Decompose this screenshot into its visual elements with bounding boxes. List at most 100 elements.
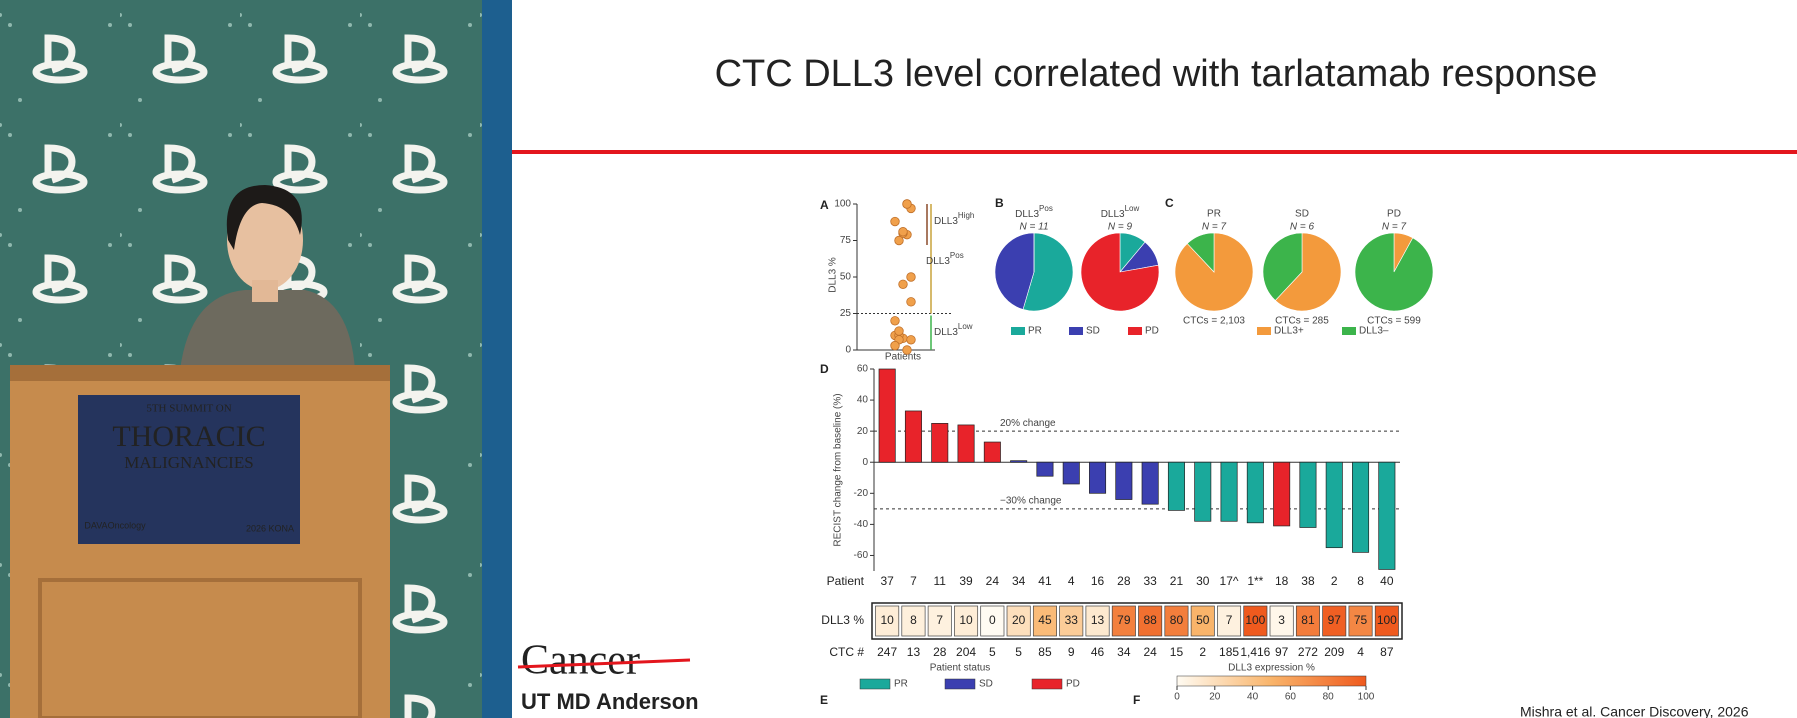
legend-label: PR <box>1028 326 1042 337</box>
patient-label: 28 <box>1117 574 1131 588</box>
colorbar-tick-label: 20 <box>1209 692 1221 703</box>
patient-label: 21 <box>1170 574 1184 588</box>
dll3-cell <box>875 605 900 637</box>
bar <box>904 410 922 463</box>
citation: Mishra et al. Cancer Discovery, 2026 <box>1520 704 1749 718</box>
dll3-cell <box>1243 605 1268 637</box>
bar <box>1325 461 1343 549</box>
pie-slice <box>1022 232 1074 312</box>
pie-slice <box>1354 232 1434 312</box>
label-main: DLL3 <box>926 256 950 267</box>
dll3-cell <box>1190 605 1215 637</box>
pie-subtitle: N = 9 <box>1108 222 1133 233</box>
y-tick-label: 75 <box>840 235 852 246</box>
ctc-value: 1,416 <box>1240 645 1270 659</box>
pie-slice <box>1274 232 1342 312</box>
y-tick-label: 25 <box>840 308 852 319</box>
ctc-value: 2 <box>1199 645 1206 659</box>
dll3-cell <box>1295 605 1320 637</box>
pie-title: PD <box>1387 209 1401 220</box>
label: DLL3Low <box>1101 204 1140 220</box>
pie-subtitle: N = 7 <box>1202 222 1227 233</box>
dll3-cell <box>1085 605 1110 637</box>
point <box>890 316 900 326</box>
label-sup: Low <box>958 322 973 331</box>
podium-brand: DAVAOncology <box>84 520 146 530</box>
dll3-cell <box>1322 605 1347 637</box>
ctc-value: 34 <box>1117 645 1131 659</box>
ctc-value: 5 <box>989 645 996 659</box>
dll3-cell <box>927 605 952 637</box>
patient-label: 41 <box>1038 574 1052 588</box>
bar <box>1089 461 1107 494</box>
ctc-value: 204 <box>956 645 976 659</box>
dll3-value: 100 <box>1245 613 1265 627</box>
bar <box>1167 461 1185 511</box>
label: DLL3Pos <box>926 251 964 267</box>
label: DLL3High <box>934 211 974 227</box>
dll3-cell <box>1374 605 1399 637</box>
logo-org: UT MD Anderson <box>521 689 699 714</box>
dll3-cell <box>1006 605 1031 637</box>
pie-slice <box>1080 232 1160 312</box>
patient-label: 37 <box>880 574 894 588</box>
patient-label: 8 <box>1357 574 1364 588</box>
dll3-cell <box>901 605 926 637</box>
y-tick-label: 0 <box>845 345 851 356</box>
patient-label: 7 <box>910 574 917 588</box>
dll3-value: 50 <box>1196 613 1210 627</box>
legend-swatch <box>1031 678 1063 690</box>
y-tick-label: 50 <box>840 272 852 283</box>
dll3-value: 13 <box>1091 613 1105 627</box>
legend-title: Patient status <box>930 663 991 674</box>
bar <box>878 368 896 463</box>
legend-swatch <box>859 678 891 690</box>
patient-label: 2 <box>1331 574 1338 588</box>
label-main: DLL3 <box>1101 209 1125 220</box>
dll3-value: 0 <box>989 613 996 627</box>
panel-label: F <box>1133 693 1140 707</box>
dll3-value: 45 <box>1038 613 1052 627</box>
patient-label: 24 <box>986 574 1000 588</box>
y-tick-label: 40 <box>857 395 869 406</box>
colorbar-tick-label: 80 <box>1323 692 1335 703</box>
label-sup: Pos <box>1039 204 1053 213</box>
dll3-value: 97 <box>1328 613 1342 627</box>
patient-label: 34 <box>1012 574 1026 588</box>
reference-label: −30% change <box>1000 495 1062 506</box>
patient-label: 30 <box>1196 574 1210 588</box>
bar <box>1299 461 1317 528</box>
dll3-cell <box>980 605 1005 637</box>
side-bar <box>482 0 512 718</box>
colorbar-title: DLL3 expression % <box>1228 663 1315 674</box>
point <box>902 199 912 209</box>
ctc-value: 185 <box>1219 645 1239 659</box>
dll3-value: 8 <box>910 613 917 627</box>
patient-label: 16 <box>1091 574 1105 588</box>
dll3-frame <box>871 602 1403 640</box>
dll3-value: 10 <box>880 613 894 627</box>
dll3-value: 3 <box>1278 613 1285 627</box>
pie-footer: CTCs = 285 <box>1275 316 1329 327</box>
pie-footer: CTCs = 599 <box>1367 316 1421 327</box>
bar <box>1010 460 1028 463</box>
colorbar-tick-label: 60 <box>1285 692 1297 703</box>
row-label: DLL3 % <box>821 613 864 627</box>
bar <box>1115 461 1133 500</box>
logo-cancer: Cancer <box>521 638 640 684</box>
dll3-cell <box>954 605 979 637</box>
y-tick-label: 20 <box>857 426 869 437</box>
legend-label: DLL3– <box>1359 326 1389 337</box>
patient-label: 39 <box>959 574 973 588</box>
colorbar-tick-label: 0 <box>1174 692 1180 703</box>
ctc-value: 209 <box>1324 645 1344 659</box>
title-rule <box>512 150 1797 154</box>
y-axis-label: RECIST change from baseline (%) <box>833 393 844 546</box>
patient-label: 18 <box>1275 574 1289 588</box>
ctc-value: 4 <box>1357 645 1364 659</box>
y-tick-label: 0 <box>862 457 868 468</box>
pie-title: SD <box>1295 209 1309 220</box>
podium-line: 5TH SUMMIT ON <box>146 403 231 415</box>
